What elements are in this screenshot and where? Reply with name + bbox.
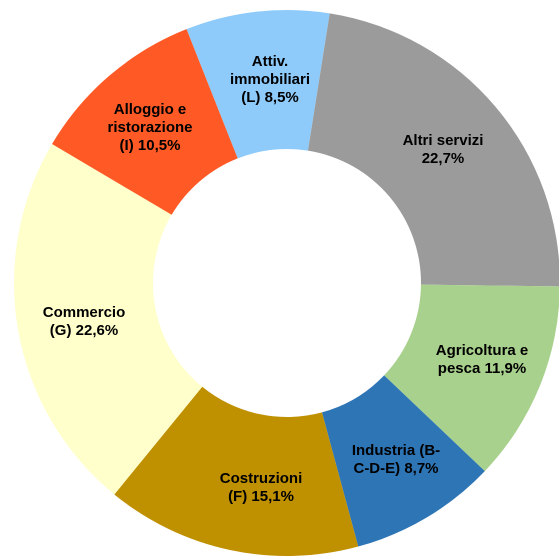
value-label: 22,6% — [75, 322, 119, 339]
donut-segment — [14, 144, 203, 495]
donut-segment — [307, 13, 559, 287]
segment-label: Attiv. immobiliari (L) 8,5% — [220, 53, 320, 107]
donut-segment — [186, 10, 330, 159]
category-label: Industria (B-C-D-E) — [351, 442, 441, 477]
segment-label: Agricoltura e pesca 11,9% — [421, 342, 543, 378]
category-label: Agricoltura e pesca — [435, 342, 529, 377]
value-label: 11,9% — [484, 360, 527, 377]
value-label: 10,5% — [137, 137, 181, 154]
segment-label: Costruzioni (F) 15,1% — [211, 470, 311, 506]
donut-segment — [52, 29, 238, 215]
value-label: 8,7% — [404, 460, 439, 477]
value-label: 22,7% — [421, 150, 465, 167]
category-label: Alloggio e ristorazione (I) — [107, 101, 193, 154]
category-label: Commercio (G) — [42, 304, 126, 339]
donut-segment — [114, 386, 359, 556]
segment-label: Industria (B-C-D-E) 8,7% — [350, 442, 442, 478]
value-label: 8,5% — [264, 89, 299, 106]
donut-segment — [384, 284, 559, 472]
segment-label: Commercio (G) 22,6% — [39, 304, 129, 340]
segment-label: Alloggio e ristorazione (I) 10,5% — [99, 101, 201, 155]
donut-segment — [321, 375, 485, 547]
category-label: Costruzioni (F) — [219, 470, 303, 505]
segment-label: Altri servizi 22,7% — [387, 132, 499, 168]
category-label: Attiv. immobiliari (L) — [229, 53, 311, 106]
value-label: 15,1% — [251, 488, 294, 505]
category-label: Altri servizi — [402, 132, 484, 149]
